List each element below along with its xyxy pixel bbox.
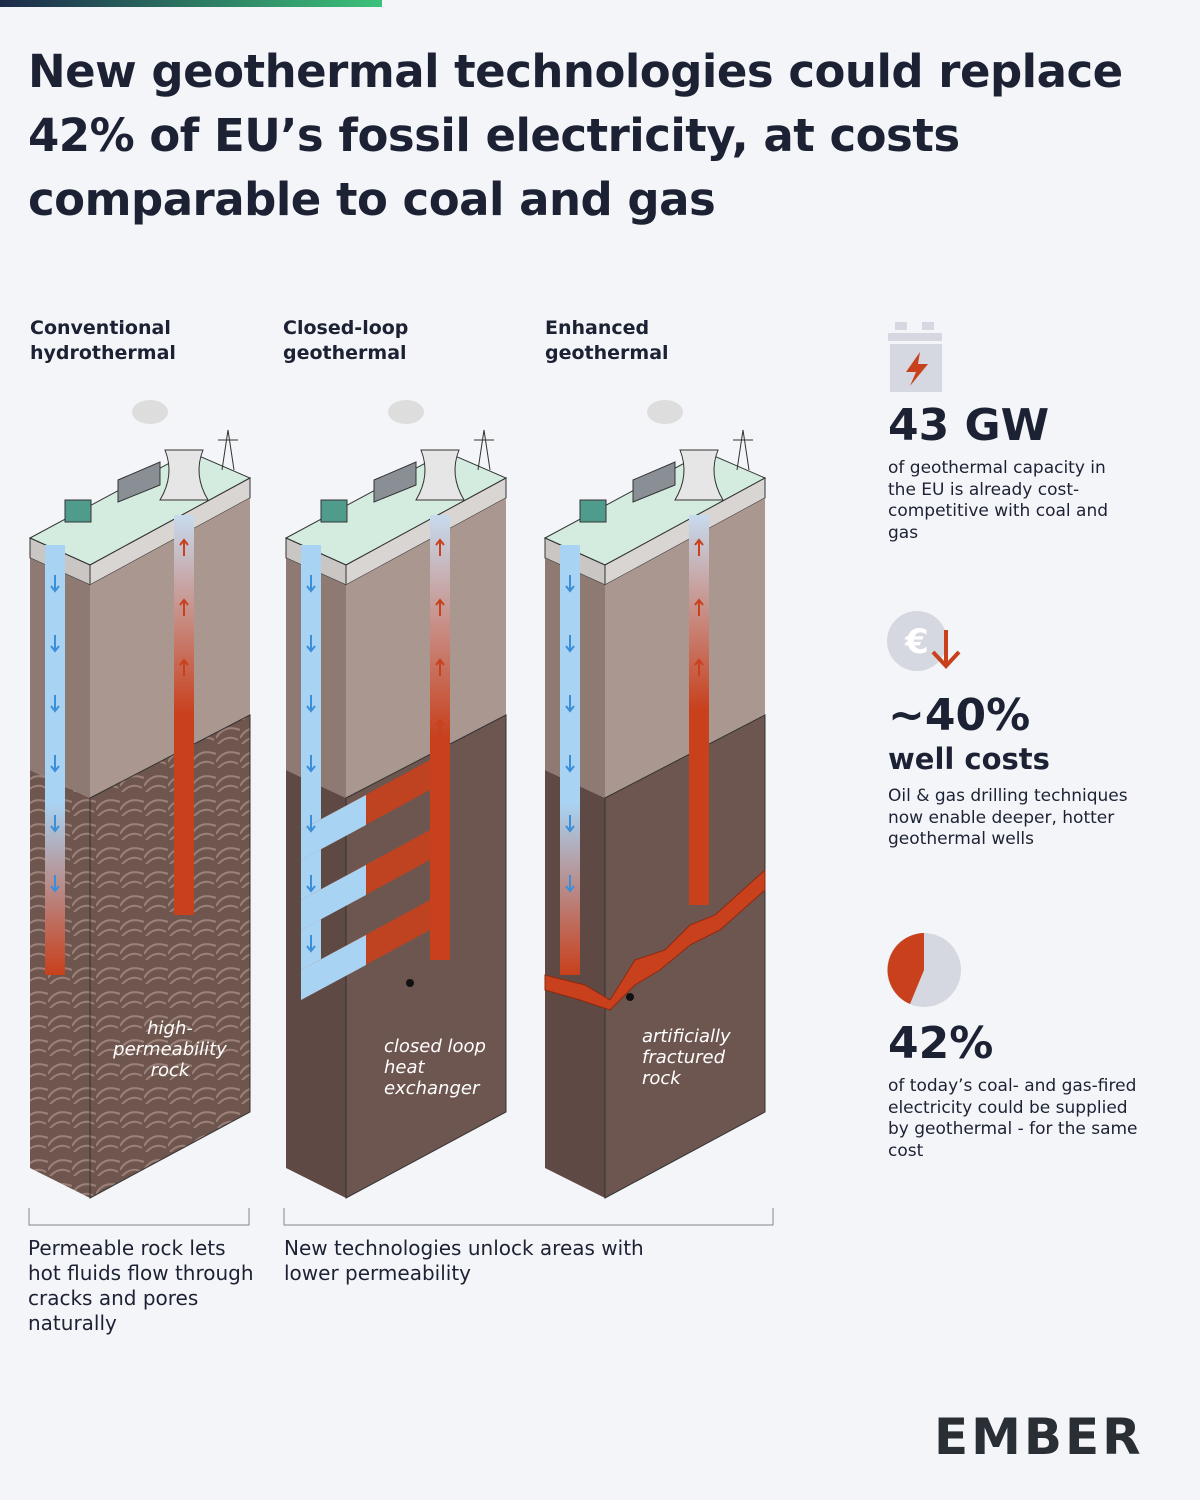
flow-arrow-down xyxy=(306,935,316,953)
flow-arrow-down xyxy=(50,575,60,593)
building xyxy=(373,461,417,503)
pump-house xyxy=(64,499,92,523)
pylon xyxy=(733,429,753,471)
flow-arrow-down xyxy=(306,695,316,713)
flow-arrow-down xyxy=(306,575,316,593)
flow-arrow-down xyxy=(50,635,60,653)
flow-arrow-down xyxy=(306,635,316,653)
pie-icon xyxy=(887,933,961,1007)
battery-icon xyxy=(888,322,942,392)
flow-arrow-down xyxy=(50,875,60,893)
rock-upper-right xyxy=(605,498,765,798)
flow-arrow-up xyxy=(694,838,704,856)
pylon xyxy=(474,429,494,471)
flow-arrow-down xyxy=(306,815,316,833)
flow-arrow-up xyxy=(435,898,445,916)
building xyxy=(117,461,161,503)
flow-arrow-up xyxy=(179,538,189,556)
pointer-dot xyxy=(626,993,634,1001)
stat-value: ~40% xyxy=(888,690,1031,741)
caption: New technologies unlock areas with lower… xyxy=(284,1236,644,1285)
rock-lower-right xyxy=(345,714,507,1199)
steam xyxy=(647,400,683,424)
svg-text:€: € xyxy=(904,622,929,662)
flow-arrow-up xyxy=(694,778,704,796)
column-label: Conventional hydrothermal xyxy=(30,317,176,364)
column-label: Closed-loop geothermal xyxy=(283,317,409,364)
pointer-dot xyxy=(406,979,414,987)
production-pipe xyxy=(689,515,709,905)
steam xyxy=(132,400,168,424)
brackets xyxy=(28,1208,774,1226)
flow-arrow-up xyxy=(435,658,445,676)
flow-arrow-down xyxy=(565,575,575,593)
flow-arrow-up xyxy=(435,598,445,616)
flow-arrow-down xyxy=(565,755,575,773)
cooling-tower xyxy=(159,449,209,501)
heat-exchanger-loop-cool xyxy=(301,795,366,860)
flow-arrow-up xyxy=(179,778,189,796)
top-bar xyxy=(0,0,382,7)
cooling-tower xyxy=(415,449,465,501)
flow-arrow-down xyxy=(306,875,316,893)
heat-exchanger-loop-cool xyxy=(301,865,366,930)
stat-text: Oil & gas drilling techniques now enable… xyxy=(888,786,1128,849)
caption: Permeable rock lets hot fluids flow thro… xyxy=(28,1236,254,1335)
flow-arrow-up xyxy=(179,838,189,856)
cooling-tower xyxy=(674,449,724,501)
stat-text: of geothermal capacity in the EU is alre… xyxy=(888,458,1109,543)
flow-arrow-up xyxy=(179,658,189,676)
steam xyxy=(388,400,424,424)
flow-arrow-up xyxy=(435,838,445,856)
flow-arrow-down xyxy=(565,635,575,653)
rock-upper-right xyxy=(346,498,506,798)
rock-lower-right xyxy=(604,714,766,1199)
annotation: artificially fractured rock xyxy=(642,1026,731,1089)
stat-value: 43 GW xyxy=(888,400,1050,451)
flow-arrow-up xyxy=(694,598,704,616)
flow-arrow-up xyxy=(694,718,704,736)
flow-arrow-up xyxy=(179,598,189,616)
pylon xyxy=(218,429,238,471)
flow-arrow-up xyxy=(435,718,445,736)
flow-arrow-down xyxy=(50,815,60,833)
flow-arrow-down xyxy=(306,755,316,773)
production-pipe xyxy=(430,515,450,960)
stat-value: 42% xyxy=(888,1018,994,1069)
pump-house xyxy=(320,499,348,523)
flow-arrow-down xyxy=(50,695,60,713)
flow-arrow-up xyxy=(694,658,704,676)
annotation: high-permeability rock xyxy=(113,1018,227,1081)
fracture xyxy=(544,868,766,1011)
pump-house xyxy=(579,499,607,523)
flow-arrow-up xyxy=(694,538,704,556)
flow-arrow-down xyxy=(565,875,575,893)
title: New geothermal technologies could replac… xyxy=(28,45,1123,226)
production-pipe xyxy=(174,515,194,915)
building xyxy=(632,461,676,503)
logo: EMBER xyxy=(934,1408,1144,1466)
rock-lower-right xyxy=(89,714,251,1199)
annotation: closed loop heat exchanger xyxy=(384,1036,486,1099)
column-label: Enhanced geothermal xyxy=(545,317,669,364)
flow-arrow-down xyxy=(50,755,60,773)
rock-upper-right xyxy=(90,498,250,798)
flow-arrow-up xyxy=(179,718,189,736)
flow-arrow-down xyxy=(565,695,575,713)
euro-icon: € xyxy=(887,611,961,671)
stat-subtitle: well costs xyxy=(888,742,1050,776)
flow-arrow-up xyxy=(435,778,445,796)
flow-arrow-up xyxy=(435,538,445,556)
stat-text: of today’s coal- and gas-fired electrici… xyxy=(888,1076,1138,1161)
flow-arrow-down xyxy=(565,815,575,833)
heat-exchanger-loop-cool xyxy=(301,935,366,1000)
